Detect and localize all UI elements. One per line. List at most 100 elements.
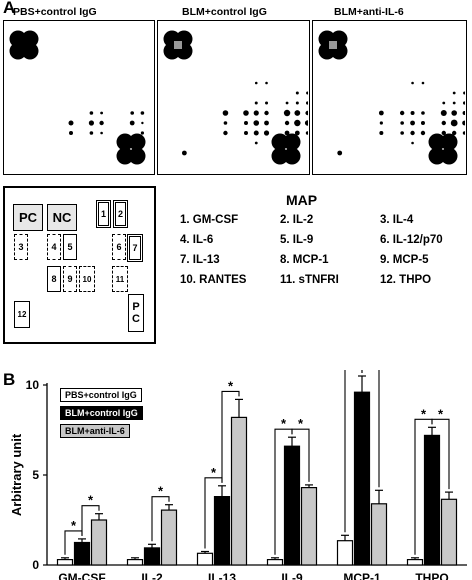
map-cell-1: 1: [96, 200, 111, 228]
positive-control-spot: [283, 133, 301, 151]
map-legend-item: 7. IL-13: [180, 254, 220, 266]
y-tick-label: 10: [26, 378, 40, 392]
array-spot: [223, 130, 228, 136]
array-spot: [305, 110, 308, 116]
legend-blm: BLM+control IgG: [60, 406, 143, 420]
bar-chart: 0 5 10 Arbitrary unit GM-CSF * * IL-2 * IL-13 * * IL…: [9, 370, 467, 580]
map-legend-item: 1. GM-CSF: [180, 214, 239, 226]
map-legend-item: 4. IL-6: [180, 234, 214, 246]
map-cell-pc-bottom-c: C: [132, 313, 140, 325]
bar: [370, 503, 388, 566]
map-cell-2: 2: [113, 200, 128, 228]
positive-control-spot: [440, 147, 458, 165]
map-cell-pc-bottom-p: P: [132, 301, 140, 313]
positive-control-center: [174, 41, 182, 49]
significance-star: *: [421, 406, 427, 421]
map-cell-12: 12: [14, 301, 30, 328]
map-cell-6: 6: [112, 234, 126, 260]
array-spot: [440, 110, 447, 116]
map-cell-10: 10: [79, 266, 95, 292]
significance-star: *: [211, 465, 217, 480]
array-spot: [263, 130, 270, 136]
array-blot-blm: [157, 20, 310, 175]
positive-control-spot: [440, 133, 458, 151]
map-cell-pc-bottom: P C: [128, 294, 144, 332]
array-spot: [295, 141, 299, 145]
array-spot: [131, 142, 134, 144]
positive-control-spot: [9, 30, 27, 48]
array-spot: [265, 101, 269, 105]
array-spot: [243, 121, 248, 125]
x-tick-label: IL-2: [141, 571, 163, 580]
significance-bracket: [291, 428, 310, 482]
array-spot: [305, 101, 308, 105]
map-legend-item: 5. IL-9: [280, 234, 314, 246]
array-spot: [304, 120, 308, 126]
bar: [283, 445, 301, 566]
significance-star: *: [298, 416, 304, 431]
array-title-anti: BLM+anti-IL-6: [334, 6, 404, 18]
positive-control-spot: [428, 133, 446, 151]
y-tick-label: 0: [32, 558, 39, 572]
legend-anti: BLM+anti-IL-6: [60, 424, 130, 438]
bar: [353, 391, 371, 566]
array-spot: [294, 130, 300, 136]
significance-star: *: [158, 484, 164, 499]
array-spot: [463, 91, 465, 95]
array-spot: [284, 120, 290, 126]
positive-control-spot: [271, 133, 289, 151]
map-cell-8: 8: [47, 266, 61, 292]
positive-control-spot: [9, 42, 27, 60]
map-cell-11: 11: [112, 266, 128, 292]
map-cell-9: 9: [63, 266, 77, 292]
array-spot: [306, 91, 308, 95]
map-legend: 1. GM-CSF 2. IL-2 3. IL-4 4. IL-6 5. IL-9 6. …: [180, 214, 470, 334]
array-spot: [141, 121, 144, 125]
array-spot: [378, 110, 384, 116]
array-spot: [400, 121, 404, 125]
array-spot: [451, 130, 457, 136]
positive-control-spot: [283, 147, 301, 165]
array-spot: [452, 101, 456, 105]
map-legend-item: 6. IL-12/p70: [380, 234, 443, 246]
array-spot: [253, 110, 259, 116]
array-spot: [284, 130, 290, 136]
legend-pbs: PBS+control IgG: [60, 388, 142, 402]
bar: [336, 540, 354, 566]
array-spot: [68, 120, 74, 126]
significance-star: *: [438, 406, 444, 421]
array-spot: [441, 120, 446, 126]
map-legend-item: 3. IL-4: [380, 214, 414, 226]
map-cell-3: 3: [14, 234, 28, 260]
array-spot: [305, 131, 308, 135]
array-title-pbs: PBS+control IgG: [13, 6, 97, 18]
significance-bracket: [431, 418, 450, 490]
array-spot: [421, 81, 425, 85]
positive-control-spot: [128, 133, 146, 151]
map-legend-item: 2. IL-2: [280, 214, 314, 226]
bar: [266, 559, 284, 566]
bar: [230, 416, 248, 566]
y-tick-label: 5: [32, 468, 39, 482]
positive-control-spot: [116, 147, 134, 165]
bar: [213, 495, 231, 566]
array-spot: [442, 101, 446, 105]
array-spot: [243, 131, 248, 135]
array-spot: [399, 110, 405, 116]
array-map-schematic: PC NC 1 2 3 4 5 6 7 8 9 10 11 12 P C: [3, 186, 156, 344]
bar: [90, 519, 108, 566]
x-tick-label: GM-CSF: [58, 571, 105, 580]
array-spot: [89, 111, 94, 115]
map-cell-pc-top: PC: [13, 204, 43, 231]
array-spot: [462, 131, 465, 135]
array-spot: [88, 120, 94, 126]
x-tick-label: IL-9: [281, 571, 303, 580]
significance-bracket: [81, 505, 100, 536]
array-spot: [421, 111, 425, 115]
panel-letter-a: A: [3, 0, 16, 17]
array-spot: [420, 130, 426, 136]
bar: [406, 559, 424, 566]
array-spot: [264, 110, 269, 116]
map-legend-item: 9. MCP-5: [380, 254, 429, 266]
positive-control-spot: [271, 147, 289, 165]
